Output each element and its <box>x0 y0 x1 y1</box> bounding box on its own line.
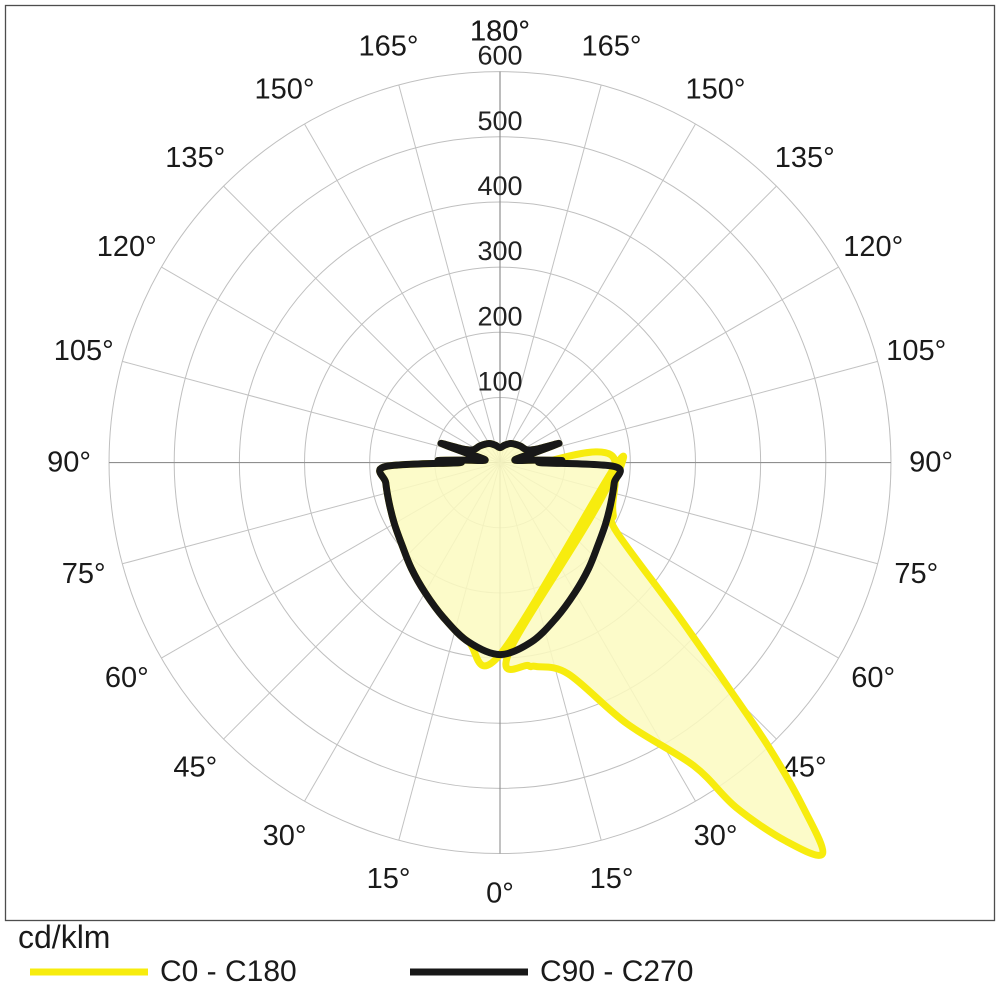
svg-text:15°: 15° <box>367 863 411 895</box>
svg-text:30°: 30° <box>263 820 307 852</box>
svg-text:135°: 135° <box>775 142 835 174</box>
svg-text:60°: 60° <box>851 662 895 694</box>
svg-text:165°: 165° <box>359 30 419 62</box>
svg-text:C0 - C180: C0 - C180 <box>160 955 297 988</box>
svg-text:200: 200 <box>477 301 522 331</box>
svg-text:120°: 120° <box>97 231 157 263</box>
svg-text:105°: 105° <box>54 335 114 367</box>
svg-text:90°: 90° <box>47 447 91 479</box>
svg-text:105°: 105° <box>886 335 946 367</box>
svg-text:120°: 120° <box>843 231 903 263</box>
svg-text:100: 100 <box>477 366 522 396</box>
svg-text:60°: 60° <box>105 662 149 694</box>
svg-text:500: 500 <box>477 106 522 136</box>
svg-text:180°: 180° <box>470 16 530 48</box>
svg-text:400: 400 <box>477 171 522 201</box>
svg-text:165°: 165° <box>582 30 642 62</box>
svg-text:30°: 30° <box>694 820 738 852</box>
svg-text:150°: 150° <box>686 73 746 105</box>
svg-text:150°: 150° <box>255 73 315 105</box>
svg-text:75°: 75° <box>62 558 106 590</box>
svg-text:135°: 135° <box>165 142 225 174</box>
svg-text:0°: 0° <box>486 878 514 910</box>
svg-text:C90 - C270: C90 - C270 <box>540 955 693 988</box>
svg-text:45°: 45° <box>173 751 217 783</box>
svg-text:15°: 15° <box>590 863 634 895</box>
svg-text:300: 300 <box>477 236 522 266</box>
svg-text:75°: 75° <box>894 558 938 590</box>
svg-text:90°: 90° <box>909 447 953 479</box>
svg-text:cd/klm: cd/klm <box>18 919 110 955</box>
